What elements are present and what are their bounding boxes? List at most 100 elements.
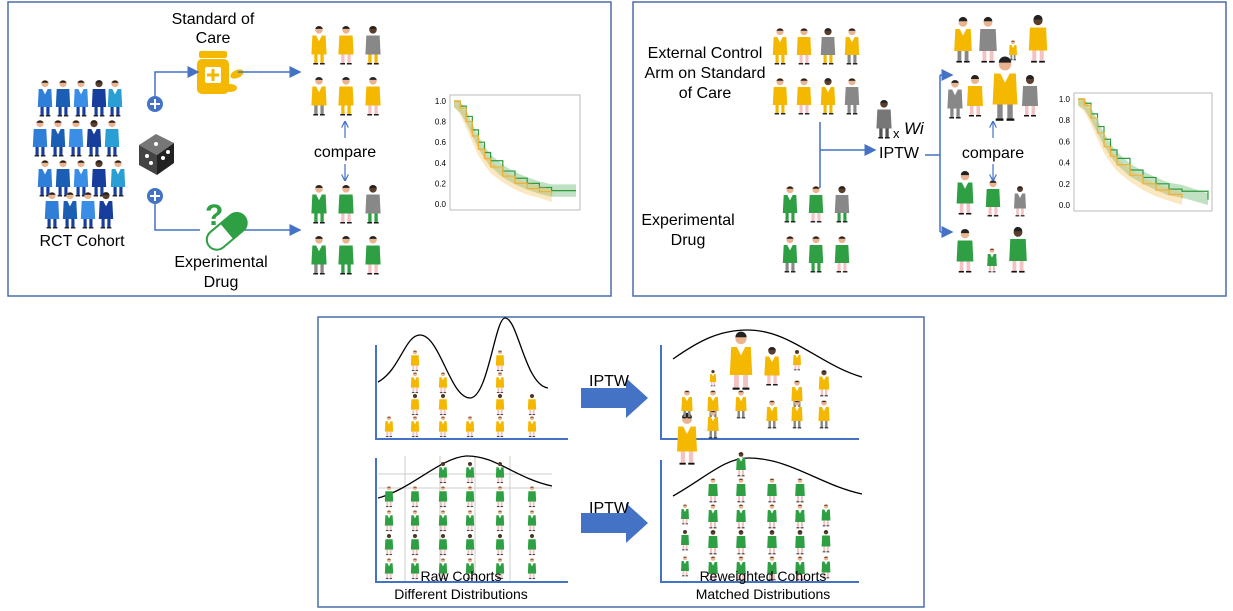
person-icon (820, 78, 836, 115)
experimental-drug-label-2: Drug (204, 274, 239, 291)
person-icon (808, 236, 824, 273)
person-icon (80, 192, 96, 229)
person-icon (465, 558, 475, 580)
km-tick-label: 0.6 (435, 138, 447, 147)
capsule-icon (205, 212, 248, 251)
person-icon (410, 372, 420, 394)
external-km-chart: 1.0 0.8 0.6 0.4 0.2 0.0 (1059, 92, 1213, 212)
km-survival-curve (1078, 98, 1183, 199)
external-control-label-2: Arm on Standard (645, 65, 766, 82)
external-control-panel (632, 1, 1227, 297)
person-icon (384, 534, 394, 556)
person-icon (495, 394, 505, 416)
rct-panel (7, 1, 612, 297)
person-icon (527, 394, 537, 416)
person-icon (50, 120, 66, 157)
person-icon (495, 510, 505, 532)
person-icon (735, 390, 747, 419)
person-icon (1009, 226, 1027, 273)
person-icon (37, 80, 53, 117)
person-icon (465, 510, 475, 532)
person-icon (954, 16, 972, 63)
person-icon (465, 416, 475, 438)
person-icon (32, 120, 48, 157)
experimental-drug-label-1: Experimental (174, 254, 267, 271)
person-icon (681, 530, 689, 551)
person-icon (844, 28, 860, 65)
iptw-arrow-bottom (581, 503, 648, 543)
raw-drug-figures (384, 462, 537, 580)
standard-of-care-label-1: Standard of (172, 11, 255, 28)
person-icon (527, 486, 537, 508)
rct-branch-arrow-bottom (154, 204, 200, 231)
person-icon (55, 160, 71, 197)
person-icon (795, 530, 805, 555)
raw-cohorts-label-2: Different Distributions (394, 586, 528, 602)
person-icon (410, 416, 420, 438)
raw-soc-density-curve (377, 317, 549, 399)
person-icon (495, 462, 505, 484)
person-icon (465, 486, 475, 508)
person-icon (438, 510, 448, 532)
person-icon (311, 236, 327, 275)
person-icon (818, 370, 830, 397)
person-icon (438, 558, 448, 580)
person-icon (465, 534, 475, 556)
person-icon (821, 504, 831, 527)
person-icon (795, 556, 805, 581)
rct-standard-of-care-group (311, 26, 381, 116)
external-experimental-label-2: Drug (671, 232, 706, 249)
weighted-person-icon (876, 100, 892, 139)
person-icon (818, 400, 830, 429)
person-icon (55, 80, 71, 117)
person-icon (107, 80, 123, 117)
km-tick-label: 0.8 (1059, 116, 1071, 125)
person-icon (992, 56, 1018, 121)
km-tick-label: 0.8 (435, 118, 447, 127)
person-icon (527, 510, 537, 532)
person-icon (438, 416, 448, 438)
distributions-panel (317, 316, 925, 608)
external-control-label-1: External Control (648, 45, 763, 62)
person-icon (729, 331, 753, 390)
external-soc-group (772, 28, 860, 115)
person-icon (338, 77, 354, 116)
reweighted-drug-distribution-plot (660, 457, 863, 583)
person-icon (410, 534, 420, 556)
person-icon (495, 558, 505, 580)
person-icon (104, 120, 120, 157)
person-icon (438, 486, 448, 508)
person-icon (1028, 14, 1048, 63)
person-icon (438, 462, 448, 484)
person-icon (795, 504, 805, 529)
person-icon (44, 192, 60, 229)
person-icon (782, 236, 798, 273)
km-tick-label: 0.2 (1059, 180, 1071, 189)
person-icon (465, 462, 475, 484)
person-icon (338, 185, 354, 224)
person-icon (821, 530, 831, 553)
person-icon (365, 77, 381, 116)
reweighted-soc-distribution-plot (660, 329, 863, 440)
person-icon (979, 16, 997, 63)
person-icon (681, 556, 689, 577)
person-icon (985, 180, 1001, 217)
person-icon (338, 26, 354, 65)
reweighted-cohorts-label-2: Matched Distributions (696, 586, 831, 602)
person-icon (708, 478, 718, 503)
person-icon (834, 236, 850, 273)
person-icon (384, 416, 394, 438)
person-icon (767, 556, 777, 581)
person-icon (708, 530, 718, 555)
external-compare-label: compare (962, 145, 1024, 162)
person-icon (708, 556, 718, 581)
dice-icon (139, 134, 174, 175)
person-icon (37, 160, 53, 197)
person-icon (410, 394, 420, 416)
person-icon (736, 478, 746, 503)
external-control-label-3: of Care (679, 85, 732, 102)
person-icon (782, 186, 798, 223)
person-icon (110, 160, 126, 197)
km-tick-label: 1.0 (1059, 95, 1071, 104)
